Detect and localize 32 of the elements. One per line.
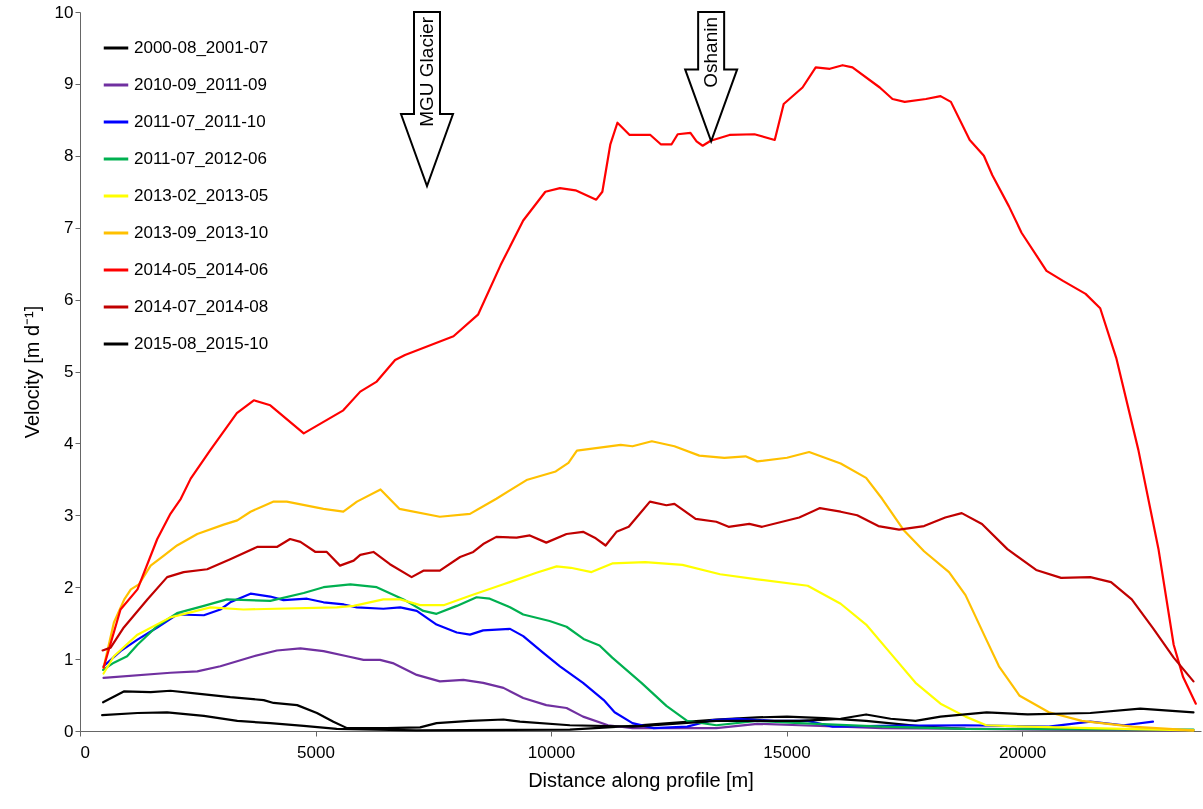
legend-label: 2013-02_2013-05 xyxy=(134,186,269,205)
legend-label: 2011-07_2011-10 xyxy=(134,112,266,131)
legend-label: 2015-08_2015-10 xyxy=(134,334,269,353)
legend-label: 2014-07_2014-08 xyxy=(134,297,269,316)
x-tick-label: 0 xyxy=(80,742,90,762)
line-series xyxy=(101,689,1195,730)
y-tick-label: 9 xyxy=(64,74,74,94)
legend-label: 2010-09_2011-09 xyxy=(134,75,267,94)
y-tick-label: 0 xyxy=(64,721,74,741)
legend-label: 2014-05_2014-06 xyxy=(134,260,269,279)
y-tick-label: 2 xyxy=(64,577,74,597)
x-tick-label: 20000 xyxy=(998,742,1047,762)
x-tick-label: 10000 xyxy=(527,742,576,762)
y-tick-label: 3 xyxy=(64,505,74,525)
legend-label: 2011-07_2012-06 xyxy=(134,149,267,168)
y-tick-label: 10 xyxy=(54,2,74,22)
y-axis-title: Velocity [m d⁻¹] xyxy=(20,305,43,439)
y-tick-label: 8 xyxy=(64,146,74,166)
line-series xyxy=(102,440,1195,732)
y-tick-label: 7 xyxy=(64,218,74,238)
y-tick-label: 6 xyxy=(64,290,74,310)
x-tick-label: 5000 xyxy=(297,742,335,762)
line-series xyxy=(101,500,1195,683)
legend-label: 2013-09_2013-10 xyxy=(134,223,269,242)
annotation: MGU Glacier xyxy=(416,16,437,127)
annotation: Oshanin xyxy=(700,17,722,88)
x-tick-label: 15000 xyxy=(763,742,811,762)
y-tick-label: 1 xyxy=(64,649,74,669)
y-tick-label: 5 xyxy=(64,362,74,381)
y-tick-label: 4 xyxy=(64,433,74,453)
x-axis-title: Distance along profile [m] xyxy=(528,768,754,791)
legend-label: 2000-08_2001-07 xyxy=(134,38,269,57)
